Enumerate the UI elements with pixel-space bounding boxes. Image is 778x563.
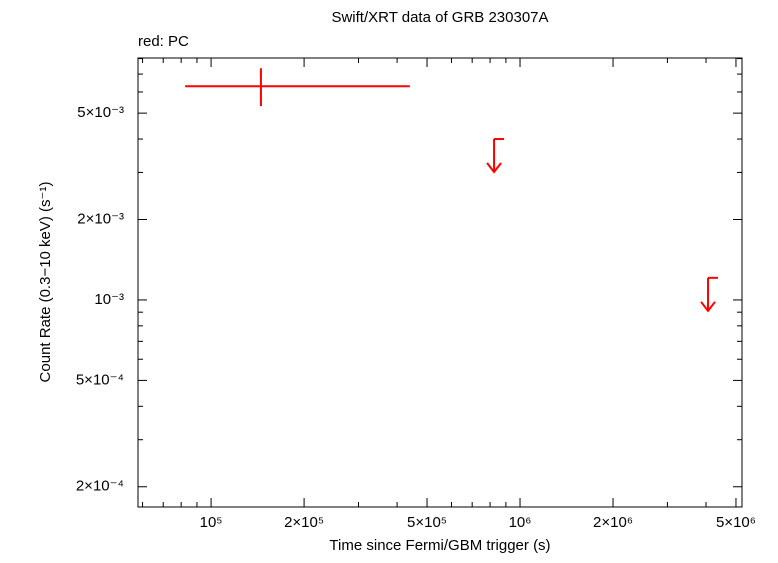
upper-limit-arrow bbox=[700, 277, 716, 313]
chart-title: Swift/XRT data of GRB 230307A bbox=[331, 9, 548, 26]
x-axis-label: Time since Fermi/GBM trigger (s) bbox=[329, 537, 550, 554]
y-tick-label: 2×10⁻⁴ bbox=[76, 478, 124, 495]
y-axis-label: Count Rate (0.3−10 keV) (s⁻¹) bbox=[37, 182, 54, 383]
x-tick-label: 10⁶ bbox=[509, 514, 532, 531]
x-tick-label: 5×10⁶ bbox=[716, 514, 756, 531]
x-tick-label: 5×10⁵ bbox=[407, 514, 447, 531]
x-tick-label: 2×10⁶ bbox=[593, 514, 633, 531]
y-tick-label: 10⁻³ bbox=[94, 291, 124, 308]
plot-frame bbox=[137, 57, 743, 508]
y-tick-label: 5×10⁻³ bbox=[77, 104, 124, 121]
x-tick-label: 2×10⁵ bbox=[284, 514, 324, 531]
y-tick-label: 2×10⁻³ bbox=[77, 210, 124, 227]
legend-annotation: red: PC bbox=[138, 33, 189, 50]
y-tick-label: 5×10⁻⁴ bbox=[76, 371, 124, 388]
upper-limit-arrow bbox=[486, 139, 502, 174]
x-tick-label: 10⁵ bbox=[200, 514, 223, 531]
